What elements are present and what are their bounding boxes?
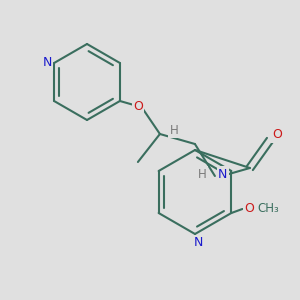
- Text: H: H: [198, 167, 207, 181]
- Text: O: O: [244, 202, 254, 214]
- Text: N: N: [42, 56, 52, 70]
- Text: H: H: [169, 124, 178, 136]
- Text: N: N: [218, 167, 227, 181]
- Text: O: O: [133, 100, 143, 112]
- Text: O: O: [272, 128, 282, 142]
- Text: N: N: [193, 236, 203, 250]
- Text: CH₃: CH₃: [257, 202, 279, 214]
